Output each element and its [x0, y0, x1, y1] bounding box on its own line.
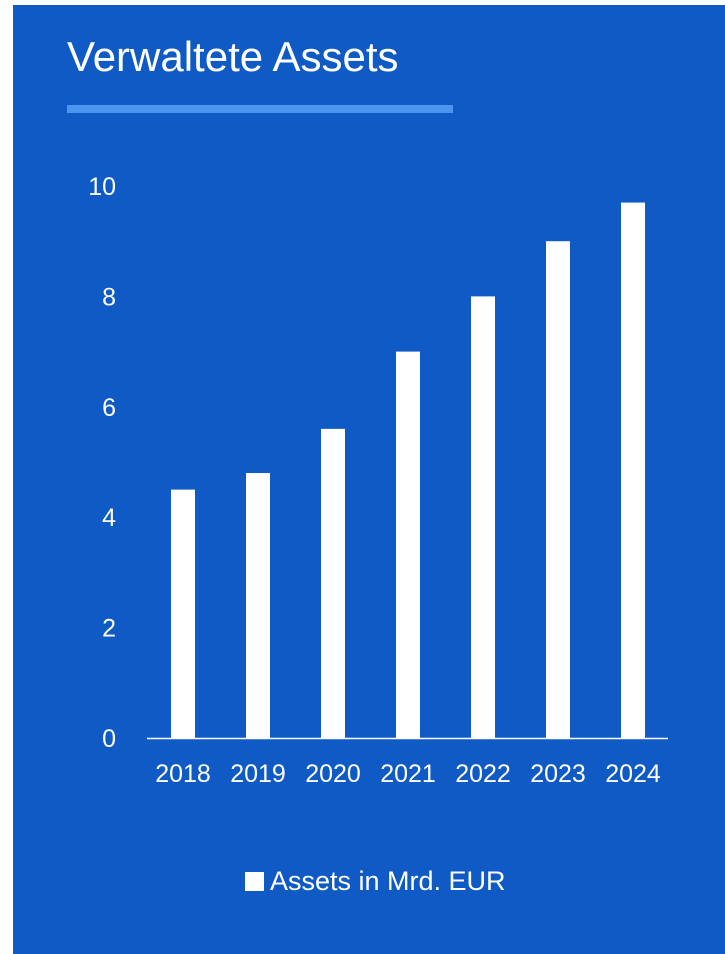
chart-title: Verwaltete Assets — [67, 33, 399, 80]
y-tick-label: 6 — [102, 394, 116, 422]
bars — [171, 202, 645, 738]
title-underline — [67, 105, 453, 113]
y-axis-ticks: 0 2 4 6 8 10 — [88, 173, 116, 753]
y-tick-label: 10 — [88, 173, 116, 201]
bar-chart: 0 2 4 6 8 10 2018 2019 2020 2021 2022 2023 2024 — [88, 173, 668, 788]
chart-card: Verwaltete Assets 0 2 4 6 8 10 2018 2019 2020 20… — [13, 5, 725, 954]
bar-2020 — [321, 428, 345, 738]
x-tick-label: 2023 — [530, 760, 586, 788]
bar-2022 — [471, 296, 495, 738]
x-tick-label: 2020 — [305, 760, 361, 788]
legend-label: Assets in Mrd. EUR — [270, 866, 506, 896]
x-tick-label: 2022 — [455, 760, 511, 788]
x-axis-ticks: 2018 2019 2020 2021 2022 2023 2024 — [155, 760, 661, 788]
y-tick-label: 0 — [102, 725, 116, 753]
bar-2021 — [396, 351, 420, 738]
bar-2023 — [546, 241, 570, 738]
legend-swatch — [245, 872, 264, 891]
bar-2024 — [621, 202, 645, 738]
x-tick-label: 2019 — [230, 760, 286, 788]
y-tick-label: 8 — [102, 283, 116, 311]
x-tick-label: 2021 — [380, 760, 436, 788]
x-tick-label: 2024 — [605, 760, 661, 788]
bar-2019 — [246, 473, 270, 738]
bar-2018 — [171, 489, 195, 738]
y-tick-label: 2 — [102, 615, 116, 643]
x-tick-label: 2018 — [155, 760, 211, 788]
legend: Assets in Mrd. EUR — [245, 866, 506, 897]
y-tick-label: 4 — [102, 504, 116, 532]
